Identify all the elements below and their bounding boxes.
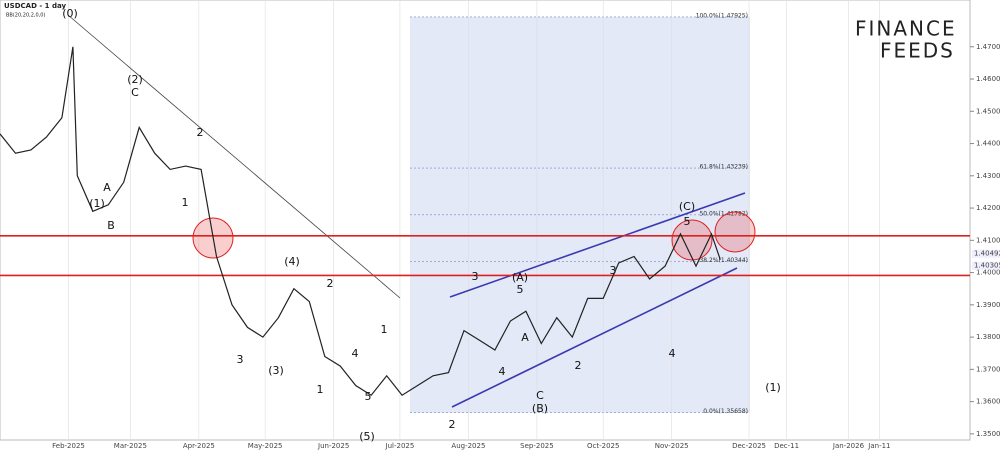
y-tick-label: 1.44000 [976,140,1000,148]
x-tick-label: Apr-2025 [183,442,215,450]
wave-label: 5 [684,215,691,228]
wave-label: 3 [237,353,244,366]
x-tick-label: Jul-2025 [385,442,415,450]
logo: FEEDS [880,39,955,63]
x-tick-label: Mar-2025 [114,442,147,450]
x-tick-label: Jan-11 [867,442,890,450]
y-tick-label: 1.39000 [976,301,1000,309]
y-tick-label: 1.38000 [976,333,1000,341]
wave-label: (4) [284,255,300,268]
y-tick-label: 1.37000 [976,365,1000,373]
x-tick-label: Oct-2025 [587,442,619,450]
wave-label: (1) [765,381,781,394]
wave-label: (1) [89,197,105,210]
wave-label: 1 [317,383,324,396]
wave-label: C [536,389,544,402]
price-label: 1.40305 [974,262,1000,270]
price-label: 1.40492 [974,250,1000,258]
trend-line [67,14,401,299]
y-tick-label: 1.46000 [976,75,1000,83]
y-tick-label: 1.42000 [976,204,1000,212]
wave-label: (B) [532,402,548,415]
channel-line [451,267,738,408]
wave-label: (0) [62,7,78,20]
wave-label: B [107,219,115,232]
x-tick-label: May-2025 [248,442,283,450]
wave-label: (5) [359,430,375,443]
x-tick-label: Sep-2025 [520,442,554,450]
wave-label: 2 [197,126,204,139]
wave-label: 2 [449,418,456,431]
wave-label: A [103,181,111,194]
indicator-label: BB(20,20,2,0,0) [6,13,45,19]
wave-label: 2 [575,359,582,372]
y-tick-label: 1.43000 [976,172,1000,180]
y-tick-label: 1.40000 [976,269,1000,277]
y-tick-label: 1.35000 [976,430,1000,438]
wave-label: C [131,86,139,99]
highlight-circle [671,219,713,261]
wave-label: 3 [472,270,479,283]
x-tick-label: Aug-2025 [451,442,485,450]
x-tick-label: Dec-11 [774,442,799,450]
x-tick-label: Jan-2026 [832,442,865,450]
fib-label: 100.0%(1.47925) [696,12,748,19]
wave-label: (C) [679,200,695,213]
x-tick-label: Dec-2025 [732,442,766,450]
y-tick-label: 1.47000 [976,43,1000,51]
y-tick-label: 1.41000 [976,236,1000,244]
fib-label: 38.2%(1.40344) [699,257,748,264]
price-line [0,46,721,396]
wave-label: 4 [352,347,359,360]
highlight-circle [714,211,756,253]
x-tick-label: Nov-2025 [655,442,689,450]
wave-label: 2 [327,277,334,290]
wave-label: 4 [669,347,676,360]
wave-label: 5 [517,283,524,296]
wave-label: 1 [381,323,388,336]
price-tag [972,261,1000,270]
wave-label: 5 [365,390,372,403]
channel-line [449,192,746,298]
price-tag [972,249,1000,258]
wave-label: 4 [499,365,506,378]
logo: FINANCE [855,17,957,41]
wave-label: (2) [127,73,143,86]
x-tick-label: Jun-2025 [317,442,349,450]
wave-label: 1 [182,196,189,209]
wave-label: 3 [610,264,617,277]
y-tick-label: 1.45000 [976,107,1000,115]
fib-label: 0.0%(1.35658) [703,408,748,415]
wave-label: (3) [268,364,284,377]
wave-label: A [521,331,529,344]
chart-title: USDCAD - 1 day [4,2,67,10]
y-tick-label: 1.36000 [976,398,1000,406]
x-tick-label: Feb-2025 [52,442,85,450]
fib-label: 61.8%(1.43239) [699,164,748,171]
fib-label: 50.0%(1.41792) [699,210,748,217]
wave-label: (A) [512,271,528,284]
